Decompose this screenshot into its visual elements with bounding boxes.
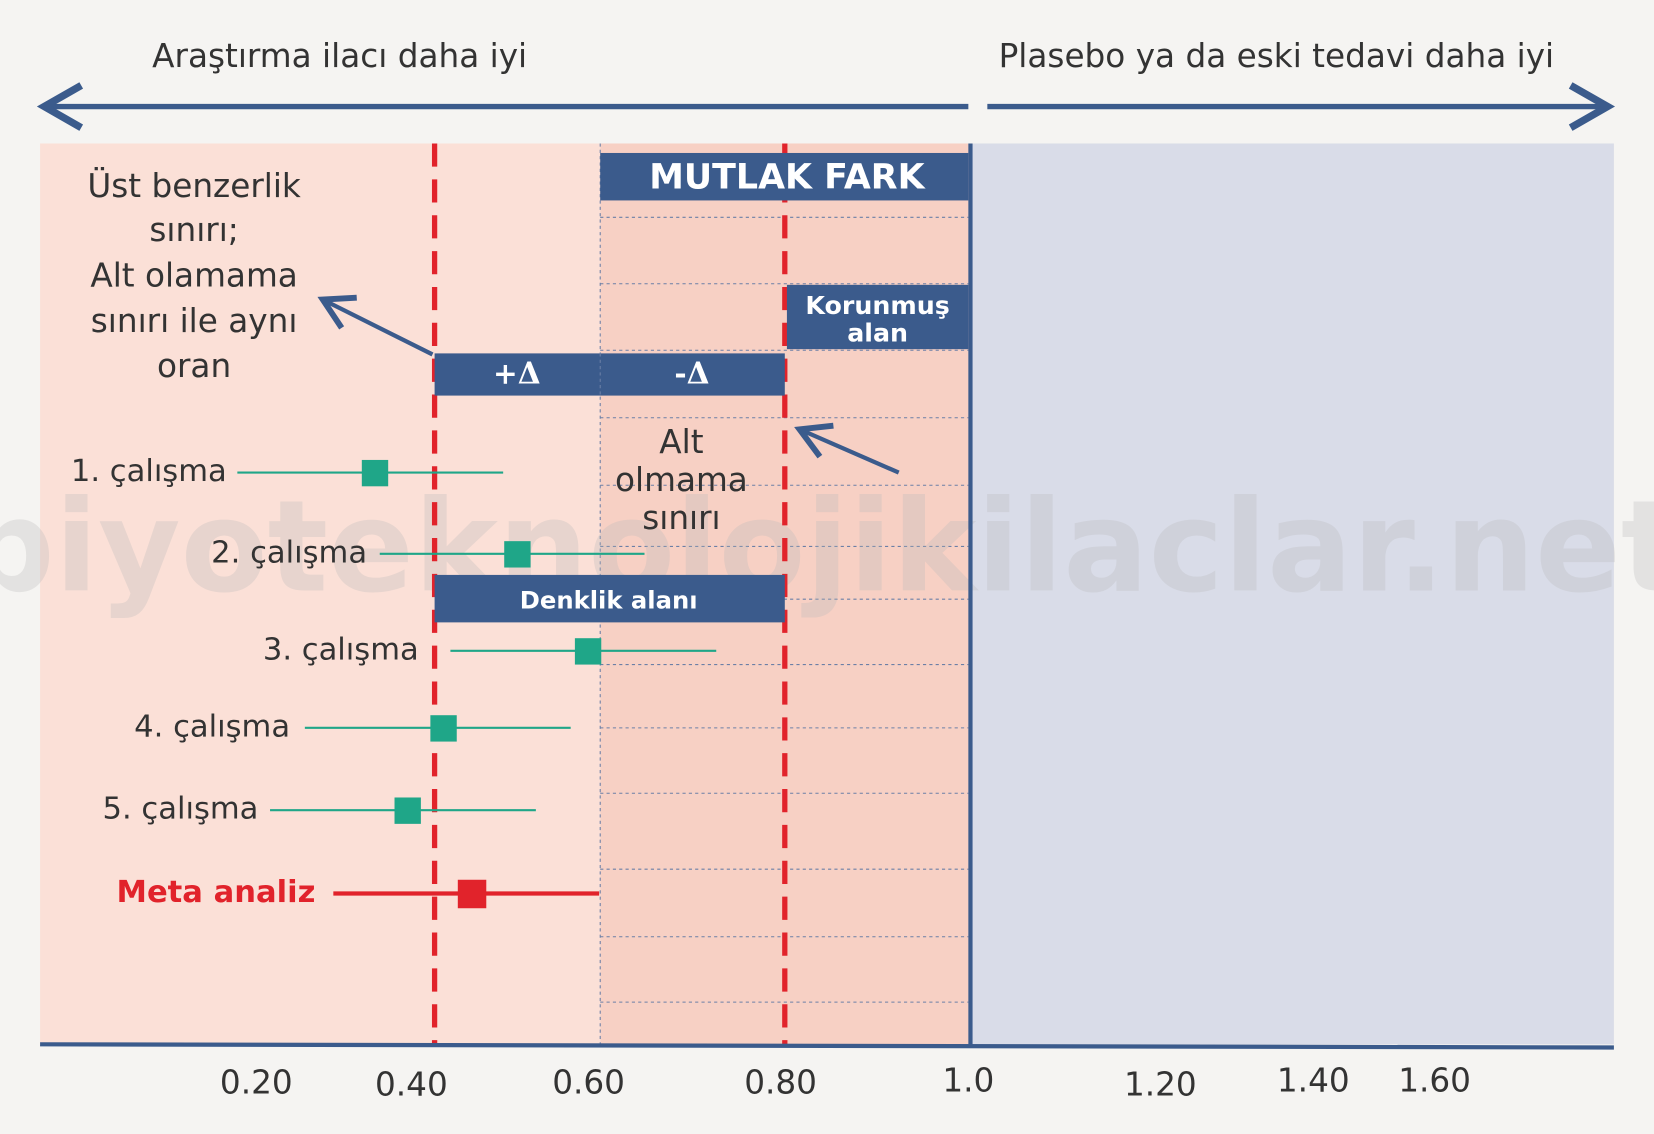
protected-area-label: Korunmuş <box>805 291 949 320</box>
study-label: 5. çalışma <box>103 792 259 827</box>
absolute-difference-box <box>600 152 969 201</box>
tick-label: 0.80 <box>744 1063 817 1101</box>
tick-label: 1.0 <box>942 1061 994 1099</box>
meta-label: Meta analiz <box>117 875 316 910</box>
study-3: 3. çalışma <box>263 632 717 667</box>
protected-area-label: alan <box>847 318 908 347</box>
header-left: Araştırma ilacı daha iyi <box>152 37 527 75</box>
tick-label: 1.20 <box>1124 1066 1197 1104</box>
note-line: olmama <box>615 461 748 499</box>
study-label: 4. çalışma <box>134 709 290 744</box>
absolute-difference-label: MUTLAK FARK <box>649 157 926 197</box>
study-label: 3. çalışma <box>263 632 419 667</box>
note-line: sınırı <box>642 499 720 537</box>
non-inferiority-note: Alt olmama sınırı <box>615 423 748 537</box>
study-label: 1. çalışma <box>71 454 227 489</box>
study-2: 2. çalışma <box>211 535 645 570</box>
meta-analysis: Meta analiz <box>117 875 600 910</box>
region-right <box>970 143 1614 1045</box>
equivalence-label: Denklik alanı <box>520 585 698 614</box>
note-line: Üst benzerlik <box>87 167 301 205</box>
note-line: oran <box>157 347 231 385</box>
note-arrow <box>794 422 900 475</box>
study-4: 4. çalışma <box>134 709 571 744</box>
note-line: Alt olamama <box>90 256 298 294</box>
study-1: 1. çalışma <box>71 454 504 489</box>
protected-area-box <box>786 284 969 350</box>
watermark: biyoteknolojikilaclar.net <box>0 474 1654 621</box>
minus-delta: -Δ <box>674 356 709 391</box>
tick-label: 0.20 <box>220 1063 293 1101</box>
upper-margin-note: Üst benzerlik sınırı; Alt olamama sınırı… <box>87 167 301 385</box>
equivalence-box <box>434 574 785 623</box>
study-label: 2. çalışma <box>211 535 367 570</box>
x-axis <box>40 1042 1614 1050</box>
delta-box <box>434 353 785 396</box>
note-arrow <box>317 294 434 357</box>
axis-ticks: 0.20 0.40 0.60 0.80 1.0 1.20 1.40 1.60 <box>220 1061 1471 1103</box>
tick-label: 0.60 <box>552 1063 625 1101</box>
note-line: sınırı ile aynı <box>91 302 298 340</box>
study-5: 5. çalışma <box>103 792 536 827</box>
note-line: sınırı; <box>149 211 238 249</box>
note-line: Alt <box>659 423 703 461</box>
tick-label: 0.40 <box>375 1066 448 1104</box>
header-right: Plasebo ya da eski tedavi daha iyi <box>999 37 1555 75</box>
plus-delta: +Δ <box>493 356 541 391</box>
tick-label: 1.40 <box>1277 1061 1350 1099</box>
tick-label: 1.60 <box>1398 1061 1471 1099</box>
